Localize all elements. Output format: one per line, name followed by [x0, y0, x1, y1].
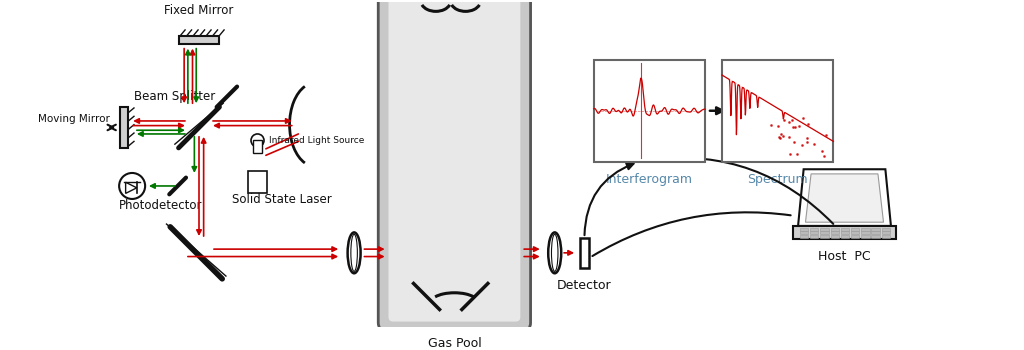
Bar	[841, 231, 849, 234]
Bar	[810, 228, 818, 231]
Text: Fixed Mirror: Fixed Mirror	[164, 4, 233, 17]
Text: Solid State Laser: Solid State Laser	[231, 194, 331, 206]
Bar	[800, 231, 808, 234]
Bar	[178, 35, 219, 44]
Bar	[820, 231, 828, 234]
Bar	[851, 231, 859, 234]
Text: Moving Mirror: Moving Mirror	[38, 114, 111, 124]
Circle shape	[251, 134, 264, 147]
Bar	[861, 228, 869, 231]
Bar	[800, 235, 808, 238]
Bar	[820, 235, 828, 238]
Bar	[871, 228, 880, 231]
Polygon shape	[798, 169, 891, 226]
Bar	[882, 228, 890, 231]
Bar	[871, 235, 880, 238]
FancyBboxPatch shape	[388, 0, 520, 322]
Bar	[580, 238, 589, 268]
Bar	[882, 235, 890, 238]
Text: Photodetector: Photodetector	[119, 199, 203, 212]
Bar	[830, 231, 839, 234]
Bar	[594, 60, 706, 162]
Bar	[841, 228, 849, 231]
Bar	[722, 60, 834, 162]
Bar	[871, 231, 880, 234]
Bar	[810, 235, 818, 238]
FancyBboxPatch shape	[794, 226, 896, 239]
Text: Interferogram: Interferogram	[606, 173, 693, 186]
Bar	[861, 235, 869, 238]
Bar	[800, 228, 808, 231]
Bar	[253, 140, 262, 153]
Bar	[851, 228, 859, 231]
Circle shape	[119, 173, 145, 199]
Bar	[861, 231, 869, 234]
Polygon shape	[806, 174, 884, 222]
Ellipse shape	[347, 232, 360, 273]
FancyBboxPatch shape	[378, 0, 530, 332]
Text: Detector: Detector	[557, 279, 611, 292]
Text: Infrared Light Source: Infrared Light Source	[268, 136, 365, 145]
Bar	[120, 107, 128, 148]
Bar	[830, 228, 839, 231]
Text: Spectrum: Spectrum	[748, 173, 808, 186]
Text: Gas Pool: Gas Pool	[428, 337, 481, 350]
Text: Host  PC: Host PC	[818, 250, 870, 263]
Bar	[841, 235, 849, 238]
Ellipse shape	[548, 232, 561, 273]
Polygon shape	[126, 182, 137, 194]
Text: Beam Splitter: Beam Splitter	[134, 90, 215, 103]
Bar	[248, 171, 267, 194]
Bar	[820, 228, 828, 231]
Bar	[830, 235, 839, 238]
Bar	[810, 231, 818, 234]
Bar	[851, 235, 859, 238]
Bar	[882, 231, 890, 234]
